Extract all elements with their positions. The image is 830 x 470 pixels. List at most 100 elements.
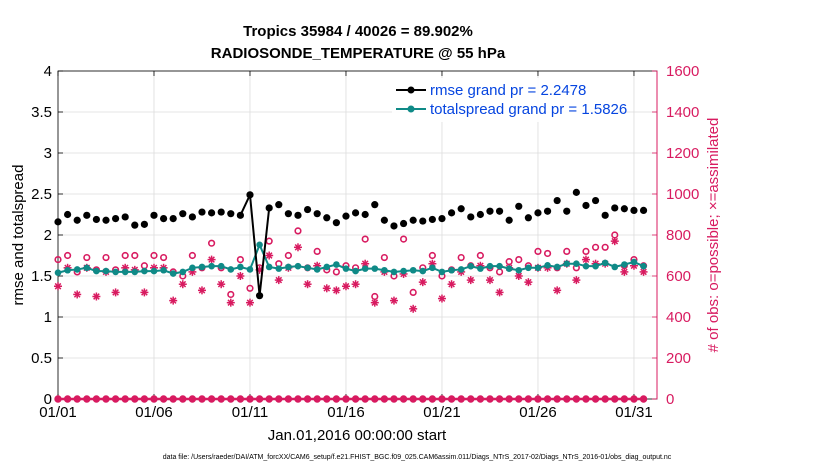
obs-zero-point bbox=[409, 395, 417, 403]
obs-zero-point bbox=[217, 395, 225, 403]
obs-zero-point bbox=[591, 395, 600, 403]
totalspread-point bbox=[592, 262, 599, 270]
obs-zero-point bbox=[121, 395, 129, 403]
obs-zero-point bbox=[553, 395, 561, 403]
y-right-tick-label: 1600 bbox=[666, 63, 699, 80]
obs-assimilated-point bbox=[514, 272, 523, 280]
obs-zero-point bbox=[419, 395, 427, 403]
obs-possible-point bbox=[332, 268, 340, 276]
obs-possible-point bbox=[246, 284, 254, 292]
obs-zero-point bbox=[284, 395, 293, 403]
totalspread-point bbox=[256, 241, 263, 249]
totalspread-point bbox=[333, 261, 340, 268]
legend-spread-label: totalspread grand pr = 1.5826 bbox=[430, 101, 627, 118]
totalspread-point bbox=[54, 269, 62, 277]
obs-assimilated-point bbox=[245, 298, 254, 307]
totalspread-point bbox=[477, 265, 484, 272]
rmse-point bbox=[54, 218, 62, 226]
rmse-point bbox=[188, 213, 196, 221]
obs-possible-point bbox=[313, 247, 321, 255]
totalspread-point bbox=[496, 262, 503, 270]
totalspread-point bbox=[525, 264, 532, 272]
rmse-point bbox=[515, 202, 523, 210]
obs-zero-point bbox=[572, 395, 581, 403]
y-right-tick-label: 600 bbox=[666, 268, 691, 285]
obs-zero-point bbox=[111, 395, 120, 403]
obs-possible-point bbox=[236, 256, 244, 264]
obs-zero-point bbox=[467, 395, 475, 403]
totalspread-point bbox=[131, 268, 139, 276]
obs-assimilated-point bbox=[303, 280, 312, 289]
rmse-point bbox=[486, 207, 494, 215]
obs-assimilated-point bbox=[140, 288, 149, 297]
obs-assimilated-point bbox=[169, 296, 178, 305]
obs-possible-point bbox=[207, 239, 216, 247]
obs-zero-point bbox=[630, 395, 638, 403]
legend: rmse grand pr = 2.2478 totalspread grand… bbox=[392, 78, 627, 122]
obs-zero-point bbox=[620, 395, 629, 403]
totalspread-point bbox=[640, 262, 647, 270]
obs-zero-point bbox=[169, 395, 177, 403]
legend-spread-marker bbox=[407, 105, 415, 113]
totalspread-point bbox=[515, 266, 523, 274]
rmse-point bbox=[639, 206, 648, 214]
rmse-point bbox=[467, 213, 475, 221]
obs-possible-point bbox=[409, 288, 417, 297]
obs-zero-point bbox=[265, 395, 273, 403]
obs-possible-point bbox=[380, 253, 388, 262]
totalspread-point bbox=[83, 264, 91, 272]
y-left-tick-label: 3.5 bbox=[31, 104, 52, 121]
obs-possible-point bbox=[399, 235, 408, 243]
obs-assimilated-point bbox=[409, 304, 418, 313]
obs-possible-point bbox=[601, 243, 609, 251]
obs-assimilated-point bbox=[610, 237, 619, 246]
rmse-point bbox=[361, 210, 369, 219]
obs-zero-point bbox=[275, 395, 283, 403]
totalspread-point bbox=[601, 259, 609, 267]
rmse-point bbox=[438, 215, 446, 223]
y-left-tick-label: 4 bbox=[44, 63, 52, 80]
obs-assimilated-point bbox=[581, 255, 590, 264]
obs-zero-point bbox=[361, 395, 369, 403]
totalspread-point bbox=[208, 262, 215, 270]
legend-rmse-label: rmse grand pr = 2.2478 bbox=[430, 82, 586, 99]
obs-zero-point bbox=[505, 395, 513, 403]
rmse-point bbox=[217, 208, 225, 216]
obs-assimilated-point bbox=[92, 292, 101, 301]
y-right-tick-label: 0 bbox=[666, 391, 674, 408]
y-left-tick-label: 0 bbox=[44, 391, 52, 408]
totalspread-point bbox=[419, 267, 427, 275]
rmse-point bbox=[63, 210, 72, 219]
totalspread-point bbox=[390, 268, 398, 276]
obs-zero-point bbox=[313, 395, 321, 403]
chart-title-line2: RADIOSONDE_TEMPERATURE @ 55 hPa bbox=[211, 45, 506, 62]
obs-zero-point bbox=[92, 395, 101, 403]
obs-zero-point bbox=[476, 395, 485, 403]
obs-zero-point bbox=[428, 395, 437, 403]
totalspread-point bbox=[227, 266, 235, 273]
obs-assimilated-point bbox=[341, 282, 350, 291]
y-left-tick-label: 1 bbox=[44, 309, 52, 326]
obs-possible-point bbox=[361, 235, 369, 243]
obs-assimilated-point bbox=[217, 280, 226, 289]
obs-possible-point bbox=[428, 251, 436, 260]
y-right-tick-label: 1400 bbox=[666, 104, 699, 121]
obs-zero-point bbox=[447, 395, 456, 403]
rmse-point bbox=[419, 217, 427, 225]
obs-zero-point bbox=[543, 395, 552, 403]
obs-zero-point bbox=[73, 395, 81, 403]
y-axis-right: 0 200 400 600 800 1000 1200 1400 1600 bbox=[652, 63, 699, 408]
rmse-point bbox=[630, 206, 638, 214]
totalspread-series bbox=[54, 241, 647, 277]
obs-possible-point bbox=[188, 251, 196, 260]
rmse-point bbox=[255, 292, 264, 300]
obs-assimilated-point bbox=[418, 278, 427, 287]
obs-possible-point bbox=[515, 256, 523, 264]
totalspread-point bbox=[179, 268, 187, 276]
totalspread-point bbox=[304, 264, 311, 272]
obs-assimilated-point bbox=[111, 288, 120, 297]
obs-zero-point bbox=[198, 395, 206, 403]
totalspread-point bbox=[429, 264, 436, 272]
rmse-point bbox=[342, 212, 350, 220]
obs-assimilated-point bbox=[73, 290, 82, 299]
